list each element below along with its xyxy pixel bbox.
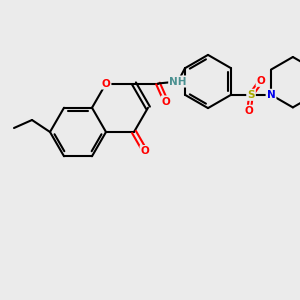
Text: O: O (102, 79, 110, 88)
Text: S: S (247, 90, 255, 100)
Text: O: O (162, 97, 170, 106)
Text: O: O (257, 76, 266, 86)
Text: O: O (245, 106, 254, 116)
Text: NH: NH (169, 76, 187, 86)
Text: N: N (267, 90, 275, 100)
Text: O: O (141, 146, 149, 156)
